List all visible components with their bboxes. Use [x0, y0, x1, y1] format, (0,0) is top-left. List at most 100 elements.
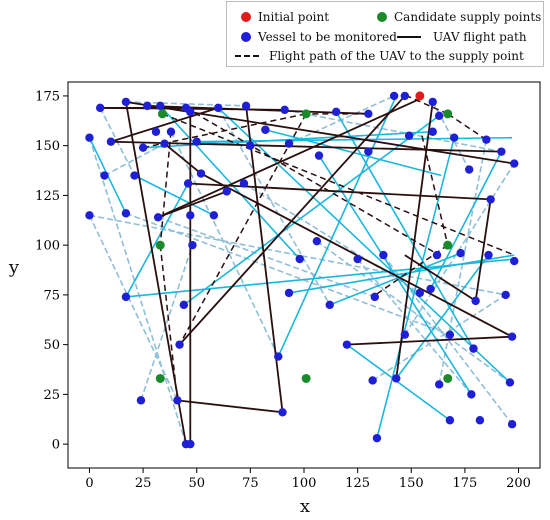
- legend-uav-label: UAV flight path: [433, 30, 527, 44]
- vessel-point: [130, 171, 139, 180]
- legend-vessel-marker: [241, 32, 251, 42]
- light-path-segment: [438, 139, 488, 385]
- x-tick-label: 150: [399, 476, 424, 491]
- x-tick-label: 175: [452, 476, 477, 491]
- vessel-point: [138, 143, 148, 152]
- vessel-point: [295, 254, 304, 264]
- uav-path-segment: [188, 182, 491, 201]
- uav-path-segment: [110, 140, 502, 153]
- vessel-point: [379, 250, 388, 260]
- vessel-point: [432, 250, 442, 260]
- uav-path-segment: [245, 105, 284, 413]
- light-path-segment: [316, 240, 511, 384]
- vessel-point: [372, 433, 382, 443]
- vessel-point: [160, 139, 169, 148]
- y-tick-label: 175: [35, 89, 60, 104]
- supply-path-segment: [178, 113, 307, 345]
- candidate-point: [157, 109, 167, 119]
- vessel-point: [353, 254, 362, 264]
- vessel-point: [370, 292, 379, 302]
- legend-supply-label: Flight path of the UAV to the supply poi…: [269, 49, 524, 63]
- vessel-point: [415, 288, 425, 298]
- vessel-point: [151, 127, 161, 136]
- legend-vessel-label: Vessel to be monitored: [258, 30, 397, 44]
- y-tick-label: 100: [35, 239, 60, 254]
- vessel-point: [501, 290, 510, 300]
- vessel-point: [484, 250, 493, 260]
- cyan-path-segment: [183, 115, 440, 306]
- vessel-point: [325, 300, 334, 310]
- x-tick-label: 0: [85, 476, 93, 491]
- vessel-point: [239, 179, 249, 188]
- vessel-point: [196, 169, 206, 178]
- vessel-point: [209, 211, 219, 220]
- vessel-point: [274, 352, 283, 361]
- vessel-point: [143, 101, 152, 111]
- vessel-point: [469, 344, 478, 353]
- vessel-point: [428, 97, 437, 107]
- vessel-point: [121, 209, 131, 218]
- cyan-path-segment: [159, 105, 301, 260]
- supply-path-segment: [162, 113, 515, 256]
- vessel-point: [497, 147, 506, 156]
- x-axis-label: x: [300, 496, 310, 517]
- vessel-point: [95, 103, 105, 113]
- x-tick-label: 200: [506, 476, 531, 491]
- y-tick-label: 75: [43, 288, 60, 303]
- vessel-point: [85, 133, 94, 142]
- vessel-point: [100, 171, 109, 180]
- cyan-path-segment: [346, 343, 451, 421]
- uav-path-segment: [474, 199, 492, 301]
- y-tick-label: 0: [52, 438, 60, 453]
- supply-path-segment: [159, 131, 172, 246]
- candidate-point: [443, 373, 453, 383]
- vessel-point: [121, 292, 131, 302]
- x-tick-label: 25: [135, 476, 152, 491]
- vessel-point: [186, 439, 195, 449]
- vessel-point: [368, 376, 377, 385]
- x-tick-label: 50: [188, 476, 205, 491]
- cyan-path-segment: [329, 252, 461, 306]
- light-path-segment: [170, 131, 279, 357]
- supply-path-segment: [185, 107, 440, 256]
- candidate-point: [301, 373, 311, 383]
- vessel-point: [175, 340, 184, 349]
- light-path-segment: [217, 107, 331, 306]
- cyan-path-segment: [217, 107, 511, 384]
- vessel-point: [510, 159, 519, 168]
- cyan-path-segment: [429, 151, 503, 290]
- vessel-point: [400, 91, 410, 101]
- y-tick-label: 50: [43, 338, 60, 353]
- vessel-point: [445, 416, 455, 425]
- uav-path-segment: [177, 399, 283, 414]
- x-tick-label: 100: [292, 476, 317, 491]
- uav-path-segment: [404, 254, 477, 302]
- vessel-point: [246, 141, 255, 150]
- legend-initial-label: Initial point: [258, 10, 330, 24]
- vessel-point: [505, 378, 515, 387]
- light-path-segment: [140, 244, 194, 401]
- vessel-point: [331, 107, 341, 117]
- supply-path-segment: [142, 113, 307, 149]
- vessel-point: [173, 396, 182, 405]
- light-path-segment: [372, 294, 507, 382]
- uav-path-segment: [125, 101, 187, 445]
- y-axis-ticks: 0 25 50 75 100 125 150 175: [35, 89, 68, 453]
- vessel-point: [314, 151, 324, 160]
- supply-path-segment: [406, 95, 449, 115]
- vessel-point: [106, 137, 116, 146]
- initial-point: [415, 91, 425, 101]
- uav-path-segment: [346, 335, 513, 346]
- vessel-point: [364, 147, 373, 156]
- x-tick-label: 125: [345, 476, 370, 491]
- vessel-point: [467, 390, 476, 399]
- vessel-point: [284, 139, 294, 148]
- uav-path-segment: [157, 97, 423, 219]
- cyan-path-segment: [376, 137, 455, 439]
- uav-path-layer: [100, 95, 515, 445]
- vessel-point: [445, 330, 455, 339]
- vessel-point: [241, 101, 251, 111]
- legend-candidate-label: Candidate supply points: [394, 10, 542, 24]
- vessel-point: [507, 332, 517, 341]
